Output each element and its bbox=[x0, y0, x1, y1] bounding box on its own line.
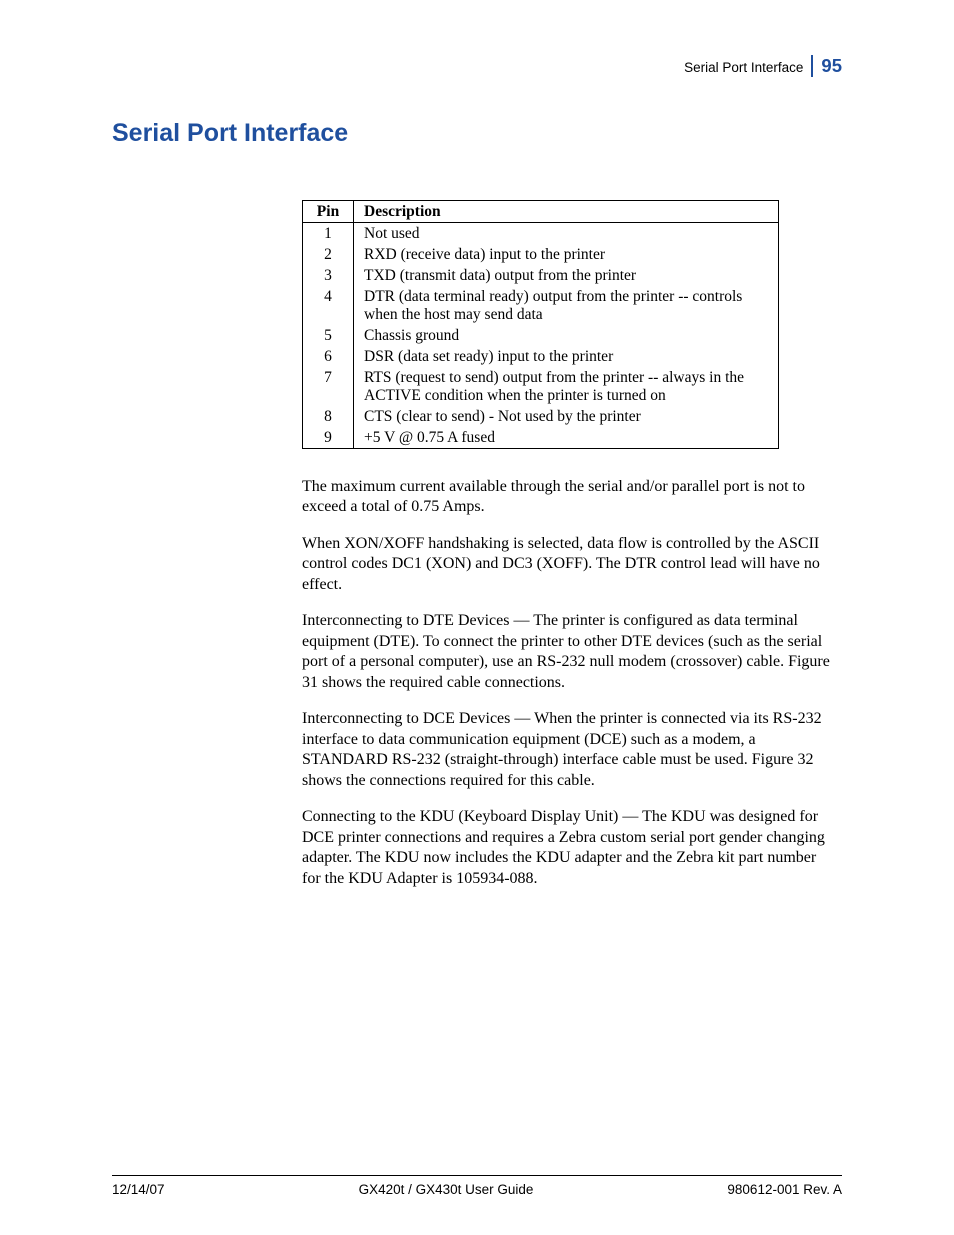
table-row: 7 RTS (request to send) output from the … bbox=[303, 367, 779, 406]
table-row: 3 TXD (transmit data) output from the pr… bbox=[303, 265, 779, 286]
cell-pin: 6 bbox=[303, 346, 354, 367]
cell-desc: +5 V @ 0.75 A fused bbox=[354, 427, 779, 449]
body-paragraph: When XON/XOFF handshaking is selected, d… bbox=[302, 534, 830, 595]
page-title: Serial Port Interface bbox=[112, 119, 842, 148]
body-paragraph: Connecting to the KDU (Keyboard Display … bbox=[302, 807, 830, 889]
body-paragraph: The maximum current available through th… bbox=[302, 477, 830, 518]
cell-pin: 1 bbox=[303, 223, 354, 245]
header-section-label: Serial Port Interface bbox=[684, 60, 803, 77]
col-header-pin: Pin bbox=[303, 201, 354, 223]
page-number: 95 bbox=[821, 55, 842, 77]
cell-desc: TXD (transmit data) output from the prin… bbox=[354, 265, 779, 286]
cell-pin: 9 bbox=[303, 427, 354, 449]
table-row: 8 CTS (clear to send) - Not used by the … bbox=[303, 406, 779, 427]
page-footer: 12/14/07 GX420t / GX430t User Guide 9806… bbox=[112, 1175, 842, 1197]
cell-desc: RXD (receive data) input to the printer bbox=[354, 244, 779, 265]
cell-pin: 3 bbox=[303, 265, 354, 286]
body-paragraph: Interconnecting to DCE Devices — When th… bbox=[302, 709, 830, 791]
page-header: Serial Port Interface 95 bbox=[112, 55, 842, 77]
col-header-desc: Description bbox=[354, 201, 779, 223]
footer-row: 12/14/07 GX420t / GX430t User Guide 9806… bbox=[112, 1182, 842, 1197]
cell-desc: DTR (data terminal ready) output from th… bbox=[354, 286, 779, 325]
cell-pin: 2 bbox=[303, 244, 354, 265]
body-column: The maximum current available through th… bbox=[302, 477, 830, 889]
pin-table-wrapper: Pin Description 1 Not used 2 RXD (receiv… bbox=[302, 200, 830, 449]
page: Serial Port Interface 95 Serial Port Int… bbox=[0, 0, 954, 1235]
footer-rev: 980612-001 Rev. A bbox=[727, 1182, 842, 1197]
cell-pin: 7 bbox=[303, 367, 354, 406]
pin-table: Pin Description 1 Not used 2 RXD (receiv… bbox=[302, 200, 779, 449]
cell-desc: Chassis ground bbox=[354, 325, 779, 346]
table-row: 9 +5 V @ 0.75 A fused bbox=[303, 427, 779, 449]
cell-desc: RTS (request to send) output from the pr… bbox=[354, 367, 779, 406]
cell-desc: CTS (clear to send) - Not used by the pr… bbox=[354, 406, 779, 427]
header-left: Serial Port Interface bbox=[684, 55, 811, 77]
table-row: 1 Not used bbox=[303, 223, 779, 245]
table-row: 5 Chassis ground bbox=[303, 325, 779, 346]
cell-desc: Not used bbox=[354, 223, 779, 245]
header-right: 95 bbox=[813, 55, 842, 77]
table-row: 6 DSR (data set ready) input to the prin… bbox=[303, 346, 779, 367]
body-paragraph: Interconnecting to DTE Devices — The pri… bbox=[302, 611, 830, 693]
cell-desc: DSR (data set ready) input to the printe… bbox=[354, 346, 779, 367]
cell-pin: 8 bbox=[303, 406, 354, 427]
table-header-row: Pin Description bbox=[303, 201, 779, 223]
cell-pin: 4 bbox=[303, 286, 354, 325]
table-row: 2 RXD (receive data) input to the printe… bbox=[303, 244, 779, 265]
footer-date: 12/14/07 bbox=[112, 1182, 165, 1197]
footer-title: GX420t / GX430t User Guide bbox=[359, 1182, 534, 1197]
table-row: 4 DTR (data terminal ready) output from … bbox=[303, 286, 779, 325]
cell-pin: 5 bbox=[303, 325, 354, 346]
footer-rule bbox=[112, 1175, 842, 1176]
